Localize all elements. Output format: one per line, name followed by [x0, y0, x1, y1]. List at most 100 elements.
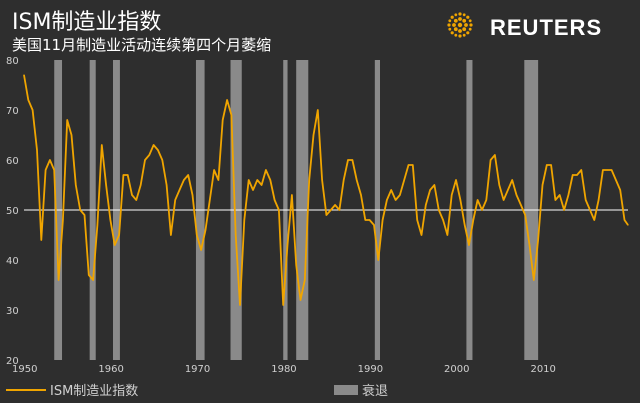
data-point: [157, 149, 159, 151]
data-point: [122, 174, 124, 176]
legend-label-recession: 衰退: [362, 383, 388, 399]
data-point: [317, 109, 319, 111]
data-point: [256, 179, 258, 181]
data-point: [515, 194, 518, 196]
data-point: [114, 244, 116, 246]
data-point: [148, 154, 150, 156]
data-point: [191, 194, 194, 196]
data-point: [485, 199, 487, 201]
data-point: [481, 209, 483, 211]
data-point: [105, 184, 107, 186]
data-point: [537, 239, 539, 241]
data-point: [269, 179, 271, 181]
data-point: [403, 179, 405, 181]
data-point: [511, 179, 513, 181]
data-point: [45, 169, 47, 171]
data-point: [58, 279, 60, 281]
data-point: [101, 144, 103, 146]
data-point: [222, 119, 224, 121]
data-point: [576, 174, 578, 176]
y-tick-label: 30: [6, 306, 19, 317]
data-point: [598, 199, 600, 201]
data-point: [533, 279, 535, 281]
data-point: [477, 199, 479, 201]
data-point: [282, 304, 284, 306]
data-point: [88, 274, 90, 276]
y-tick-label: 80: [6, 56, 19, 67]
data-point: [520, 204, 522, 206]
data-point: [209, 199, 211, 201]
data-point: [425, 204, 427, 206]
data-point: [330, 209, 332, 211]
data-point: [286, 244, 289, 246]
data-point: [464, 224, 466, 226]
data-point: [62, 219, 64, 221]
data-point: [615, 179, 617, 181]
y-tick-label: 70: [6, 106, 19, 117]
data-point: [274, 199, 276, 201]
data-point: [619, 189, 621, 191]
data-point: [589, 209, 591, 211]
data-point: [118, 234, 120, 236]
legend-swatch-recession: [334, 385, 358, 395]
data-point: [399, 194, 401, 196]
data-point: [187, 174, 189, 176]
data-point: [321, 179, 323, 181]
data-point: [360, 194, 362, 196]
data-point: [494, 154, 496, 156]
data-point: [364, 219, 366, 221]
data-point: [606, 169, 608, 171]
data-point: [36, 149, 38, 151]
data-point: [135, 199, 137, 201]
data-point: [235, 234, 237, 236]
data-point: [438, 209, 440, 211]
data-point: [308, 179, 310, 181]
data-point: [166, 184, 168, 186]
data-point: [243, 219, 245, 221]
data-point: [230, 114, 232, 116]
data-point: [550, 164, 552, 166]
data-point: [580, 169, 582, 171]
data-point: [468, 244, 470, 246]
data-point: [507, 189, 509, 191]
data-point: [442, 219, 444, 221]
data-point: [563, 209, 565, 211]
data-point: [109, 219, 111, 221]
data-point: [611, 169, 613, 171]
data-point: [196, 234, 198, 236]
data-point: [83, 214, 86, 216]
data-point: [70, 134, 73, 136]
data-point: [455, 179, 457, 181]
data-point: [567, 194, 570, 196]
data-point: [498, 184, 500, 186]
data-point: [200, 249, 202, 251]
data-point: [593, 219, 595, 221]
data-point: [217, 179, 219, 181]
data-point: [92, 279, 94, 281]
data-point: [382, 219, 384, 221]
data-point: [204, 229, 207, 231]
data-point: [23, 74, 25, 76]
data-point: [459, 199, 461, 201]
data-point: [627, 224, 629, 226]
data-point: [546, 164, 548, 166]
y-tick-label: 40: [6, 256, 19, 267]
chart-subtitle: 美国11月制造业活动连续第四个月萎缩: [12, 36, 272, 54]
data-point: [66, 119, 68, 121]
data-point: [416, 219, 418, 221]
data-point: [377, 259, 379, 261]
data-point: [369, 219, 371, 221]
y-tick-label: 20: [6, 356, 19, 367]
data-point: [183, 179, 185, 181]
data-point: [239, 304, 241, 306]
data-point: [140, 184, 142, 186]
data-point: [53, 169, 55, 171]
data-point: [252, 189, 254, 191]
data-point: [356, 179, 358, 181]
x-tick-label: 1970: [185, 364, 210, 375]
data-point: [572, 174, 574, 176]
data-point: [541, 184, 544, 186]
data-point: [351, 159, 353, 161]
data-point: [390, 189, 392, 191]
data-point: [248, 179, 250, 181]
